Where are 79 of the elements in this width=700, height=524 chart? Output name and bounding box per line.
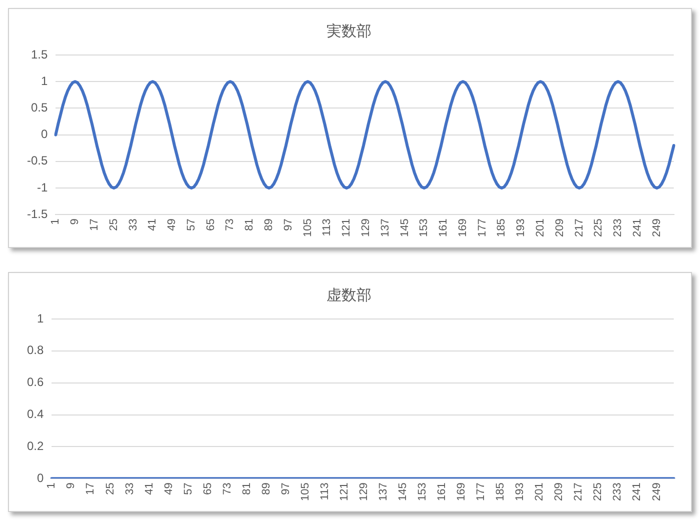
x-tick-label: 145 [398, 218, 411, 238]
y-tick-label: 0.4 [26, 407, 44, 422]
x-tick-label: 113 [321, 218, 334, 236]
x-tick-label: 65 [204, 218, 217, 231]
x-tick-label: 1 [50, 218, 62, 225]
x-tick-label: 201 [534, 218, 547, 238]
x-tick-label: 201 [534, 482, 546, 502]
x-tick-label: 65 [202, 482, 214, 495]
x-tick-label: 225 [592, 218, 605, 238]
y-tick-label: 0.2 [26, 439, 44, 454]
x-tick-label: 161 [436, 482, 448, 502]
x-tick-label: 73 [221, 482, 234, 495]
x-tick-label: 177 [475, 482, 488, 502]
x-tick-label: 233 [612, 218, 624, 238]
x-tick-label: 177 [476, 218, 488, 238]
x-tick-label: 185 [494, 482, 507, 502]
x-tick-label: 241 [631, 482, 644, 502]
x-tick-label: 41 [146, 218, 159, 231]
x-tick-label: 169 [456, 218, 469, 238]
x-tick-label: 81 [244, 218, 256, 231]
y-tick-label: 0.6 [26, 375, 44, 390]
x-tick-label: 121 [340, 218, 353, 238]
x-tick-label: 137 [378, 482, 390, 502]
x-tick-label: 49 [162, 482, 175, 495]
x-tick-label: 129 [358, 482, 370, 502]
x-tick-label: 121 [338, 482, 350, 502]
y-tick-label: -1 [37, 180, 48, 194]
x-tick-label: 209 [554, 218, 566, 238]
x-tick-label: 25 [108, 218, 120, 231]
x-tick-label: 9 [65, 482, 78, 489]
x-tick-label: 17 [88, 218, 100, 231]
x-tick-label: 241 [631, 218, 644, 238]
x-tick-label: 97 [280, 482, 292, 495]
x-tick-label: 185 [496, 218, 508, 238]
x-tick-label: 145 [397, 482, 410, 502]
x-tick-label: 153 [418, 218, 430, 238]
x-tick-label: 49 [166, 218, 178, 231]
x-tick-label: 217 [573, 218, 586, 238]
x-tick-label: 1 [46, 482, 58, 489]
y-tick-label: -1.5 [26, 206, 48, 221]
x-tick-label: 105 [302, 218, 314, 238]
y-tick-label: 0 [36, 470, 44, 485]
x-tick-label: 9 [69, 218, 82, 225]
x-tick-label: 89 [260, 482, 272, 495]
x-tick-label: 89 [263, 218, 276, 231]
x-tick-label: 249 [650, 482, 663, 502]
x-tick-label: 33 [127, 218, 140, 231]
x-tick-label: 57 [182, 482, 194, 495]
x-tick-label: 57 [185, 218, 198, 231]
x-tick-label: 105 [299, 482, 312, 502]
x-tick-label: 129 [360, 218, 372, 238]
x-tick-label: 249 [650, 218, 663, 238]
x-tick-label: 41 [143, 482, 156, 495]
x-tick-label: 17 [84, 482, 97, 495]
y-tick-label: 0.8 [26, 343, 44, 358]
y-tick-label: 1 [40, 74, 48, 88]
x-tick-label: 97 [282, 218, 294, 231]
chart-title: 虚数部 [326, 286, 372, 304]
x-tick-label: 169 [456, 482, 468, 502]
y-tick-label: -0.5 [26, 154, 48, 168]
x-tick-label: 113 [318, 482, 331, 500]
y-tick-label: 0.5 [30, 100, 48, 115]
x-tick-label: 161 [438, 218, 450, 238]
x-tick-label: 33 [124, 482, 136, 495]
x-tick-label: 209 [553, 482, 566, 502]
x-tick-label: 137 [379, 218, 392, 238]
y-tick-label: 0 [40, 127, 48, 142]
x-tick-label: 217 [572, 482, 585, 502]
x-tick-label: 225 [592, 482, 604, 502]
x-tick-label: 25 [104, 482, 116, 495]
x-tick-label: 73 [224, 218, 236, 231]
y-tick-label: 1 [36, 311, 44, 326]
x-tick-label: 81 [240, 482, 253, 495]
x-tick-label: 193 [514, 482, 526, 502]
x-tick-label: 153 [416, 482, 429, 502]
x-tick-label: 233 [612, 482, 624, 502]
x-tick-label: 193 [515, 218, 528, 238]
y-tick-label: 1.5 [30, 47, 48, 62]
chart-title: 実数部 [326, 22, 372, 40]
